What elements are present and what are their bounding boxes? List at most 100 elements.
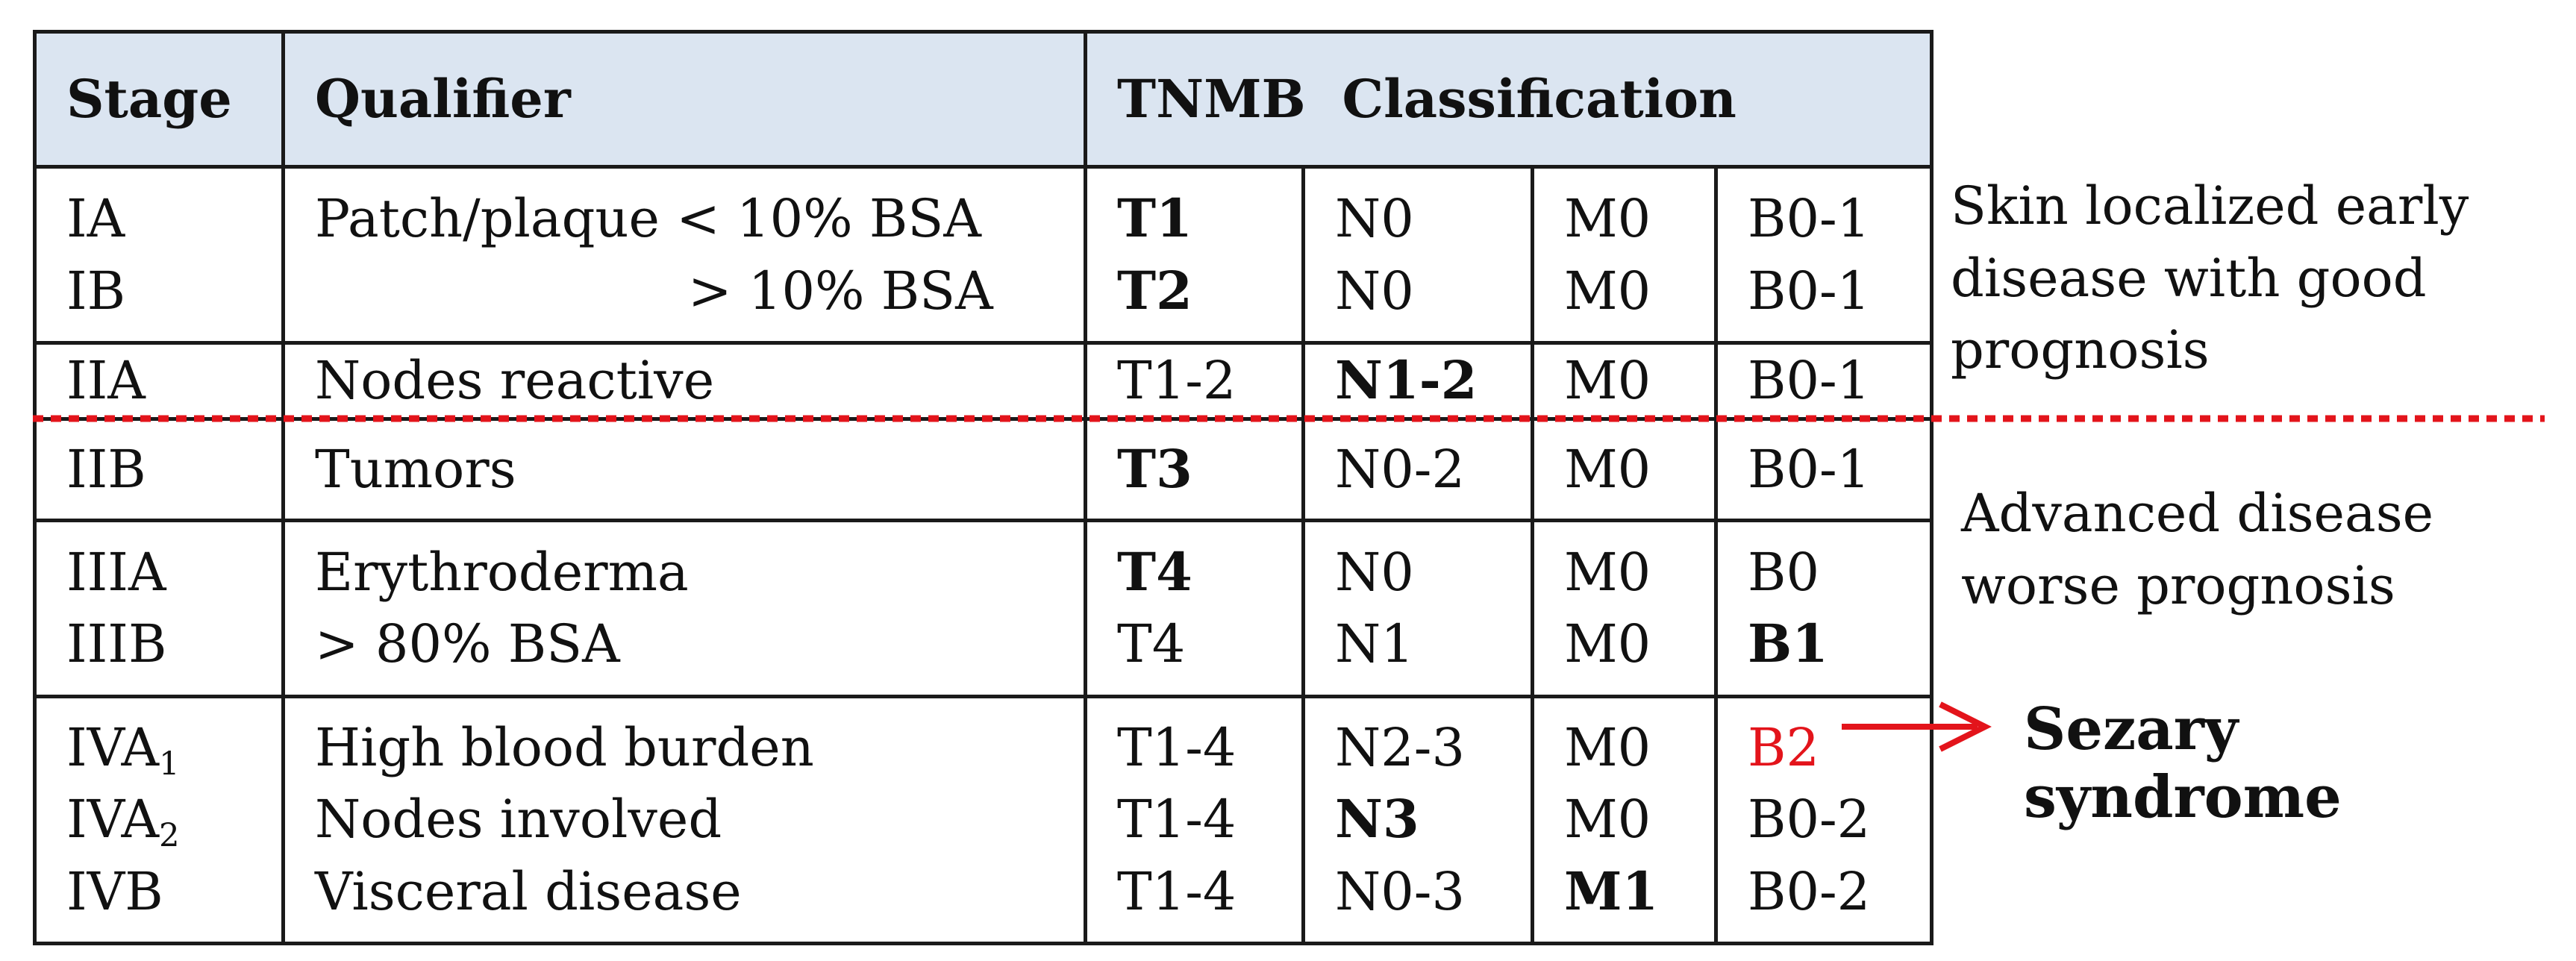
m-cell: M0 M0 bbox=[1531, 518, 1718, 698]
stage-value: IIB bbox=[66, 438, 146, 500]
n-value: N0 bbox=[1335, 541, 1414, 603]
m-value: M0 bbox=[1564, 541, 1651, 603]
m-value: M0 bbox=[1564, 260, 1651, 322]
b-cell: B0-1 bbox=[1713, 416, 1934, 522]
qualifier-value: Erythroderma bbox=[315, 541, 689, 603]
tnmb-staging-table: Stage Qualifier TNMB Classification IA I… bbox=[33, 30, 1934, 945]
n-cell: N1-2 bbox=[1301, 341, 1534, 421]
t-value: T2 bbox=[1117, 259, 1192, 322]
n-value: N0-2 bbox=[1335, 438, 1465, 500]
n-cell: N0 N1 bbox=[1301, 518, 1534, 698]
stage-cell: IA IB bbox=[33, 165, 285, 345]
n-value: N3 bbox=[1335, 788, 1419, 851]
note-line: prognosis bbox=[1951, 319, 2210, 381]
b-value: B0-2 bbox=[1748, 860, 1871, 922]
m-value: M1 bbox=[1564, 860, 1659, 922]
table-row: IIIA IIIB Erythroderma > 80% BSA T4 T4 N… bbox=[33, 518, 1934, 698]
n-value: N2-3 bbox=[1335, 716, 1465, 778]
m-value: M0 bbox=[1564, 716, 1651, 778]
stage-value: IIIB bbox=[66, 613, 167, 675]
note-line: disease with good bbox=[1951, 247, 2427, 309]
stage-value: IA bbox=[66, 187, 125, 249]
b2-value: B2 bbox=[1748, 716, 1819, 778]
qualifier-cell: Patch/plaque < 10% BSA > 10% BSA bbox=[281, 165, 1087, 345]
header-qualifier: Qualifier bbox=[281, 30, 1087, 169]
m-value: M0 bbox=[1564, 187, 1651, 249]
stage-cell: IVA1 IVA2 IVB bbox=[33, 694, 285, 945]
header-row: Stage Qualifier TNMB Classification bbox=[33, 30, 1934, 169]
stage-value: IVA1 bbox=[66, 716, 180, 783]
t-cell: T1-4 T1-4 T1-4 bbox=[1084, 694, 1305, 945]
t-cell: T4 T4 bbox=[1084, 518, 1305, 698]
n-cell: N2-3 N3 N0-3 bbox=[1301, 694, 1534, 945]
arrow-right-icon bbox=[1842, 701, 1992, 752]
b-value: B0-1 bbox=[1748, 260, 1871, 322]
t-cell: T1-2 bbox=[1084, 341, 1305, 421]
stage-cell: IIIA IIIB bbox=[33, 518, 285, 698]
b-cell: B0-1 B0-1 bbox=[1713, 165, 1934, 345]
stage-value: IIA bbox=[66, 350, 146, 411]
m-cell: M0 bbox=[1531, 341, 1718, 421]
table-row: IIB Tumors T3 N0-2 M0 B0-1 bbox=[33, 416, 1934, 522]
stage-cell: IIB bbox=[33, 416, 285, 522]
b-value: B0-1 bbox=[1748, 350, 1871, 411]
qualifier-value: > 10% BSA bbox=[688, 260, 993, 322]
b-cell: B0 B1 bbox=[1713, 518, 1934, 698]
qualifier-value: Nodes involved bbox=[315, 789, 722, 851]
m-cell: M0 M0 M1 bbox=[1531, 694, 1718, 945]
note-line: Skin localized early bbox=[1951, 175, 2469, 237]
table-row: IVA1 IVA2 IVB High blood burden Nodes in… bbox=[33, 694, 1934, 945]
b-value: B0-2 bbox=[1748, 789, 1871, 851]
n-value: N1 bbox=[1335, 613, 1414, 675]
sezary-syndrome-label: Sezary syndrome bbox=[2024, 695, 2342, 831]
qualifier-value: > 80% BSA bbox=[315, 613, 620, 675]
b-cell: B0-1 bbox=[1713, 341, 1934, 421]
m-value: M0 bbox=[1564, 789, 1651, 851]
b-value: B0-1 bbox=[1748, 187, 1871, 249]
early-disease-note: Skin localized early disease with good p… bbox=[1951, 170, 2469, 386]
m-cell: M0 M0 bbox=[1531, 165, 1718, 345]
advanced-disease-note: Advanced disease worse prognosis bbox=[1961, 478, 2433, 622]
t-value: T4 bbox=[1117, 613, 1186, 675]
n-value: N1-2 bbox=[1335, 349, 1478, 411]
n-value: N0 bbox=[1335, 187, 1414, 249]
b-value: B1 bbox=[1748, 613, 1828, 675]
t-cell: T3 bbox=[1084, 416, 1305, 522]
m-value: M0 bbox=[1564, 350, 1651, 411]
stage-value: IIIA bbox=[66, 541, 166, 603]
note-line: worse prognosis bbox=[1961, 554, 2395, 616]
t-value: T1-4 bbox=[1117, 716, 1237, 778]
qualifier-cell: Erythroderma > 80% BSA bbox=[281, 518, 1087, 698]
n-cell: N0-2 bbox=[1301, 416, 1534, 522]
n-cell: N0 N0 bbox=[1301, 165, 1534, 345]
t-value: T4 bbox=[1117, 540, 1192, 603]
m-value: M0 bbox=[1564, 438, 1651, 500]
qualifier-value: Visceral disease bbox=[315, 860, 742, 922]
stage-value: IVA2 bbox=[66, 789, 180, 855]
t-value: T3 bbox=[1117, 437, 1192, 500]
stage-value: IB bbox=[66, 260, 126, 322]
m-value: M0 bbox=[1564, 613, 1651, 675]
note-line: Advanced disease bbox=[1961, 483, 2434, 544]
stage-value: IVB bbox=[66, 860, 163, 922]
table-row: IIA Nodes reactive T1-2 N1-2 M0 B0-1 bbox=[33, 341, 1934, 421]
b-value: B0 bbox=[1748, 541, 1819, 603]
t-cell: T1 T2 bbox=[1084, 165, 1305, 345]
qualifier-value: Tumors bbox=[315, 438, 516, 500]
b-cell: B2 B0-2 B0-2 bbox=[1713, 694, 1934, 945]
header-classification: TNMB Classification bbox=[1083, 30, 1934, 169]
table-row: IA IB Patch/plaque < 10% BSA > 10% BSA T… bbox=[33, 165, 1934, 345]
header-stage: Stage bbox=[33, 30, 285, 169]
n-value: N0 bbox=[1335, 260, 1414, 322]
qualifier-value: High blood burden bbox=[315, 716, 814, 778]
b-value: B0-1 bbox=[1748, 438, 1871, 500]
stage-cell: IIA bbox=[33, 341, 285, 421]
qualifier-value: Patch/plaque < 10% BSA bbox=[315, 187, 981, 249]
m-cell: M0 bbox=[1531, 416, 1718, 522]
t-value: T1 bbox=[1117, 187, 1192, 249]
t-value: T1-2 bbox=[1117, 350, 1237, 411]
qualifier-value: Nodes reactive bbox=[315, 350, 715, 411]
n-value: N0-3 bbox=[1335, 860, 1465, 922]
